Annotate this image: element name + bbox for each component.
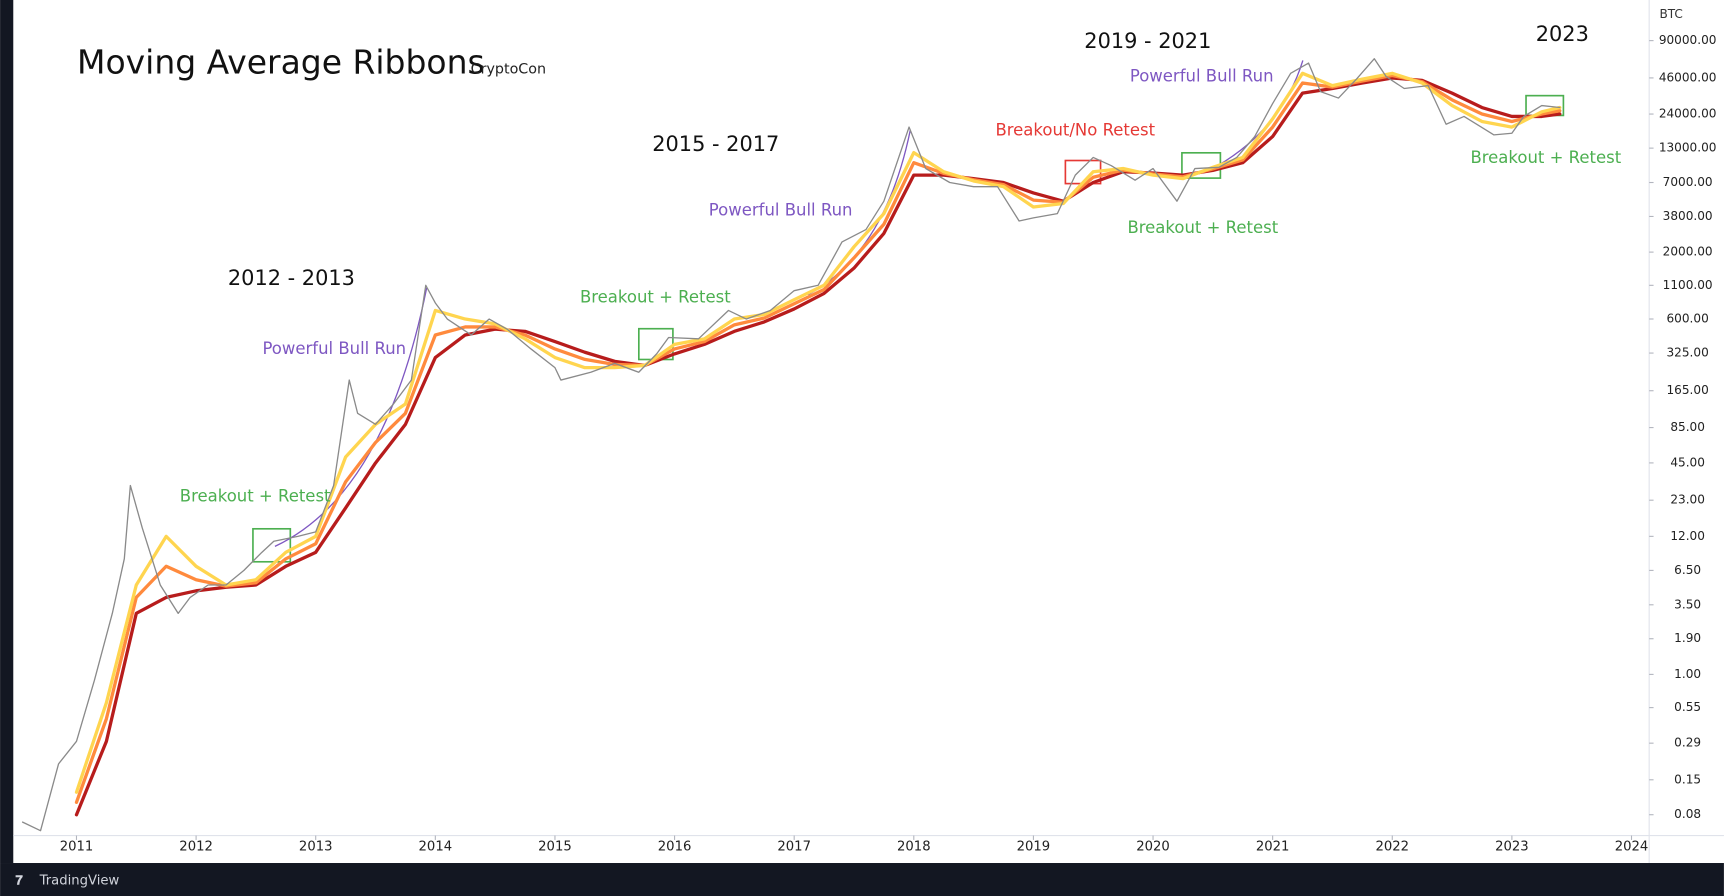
annotation-box bbox=[252, 527, 292, 563]
x-tick-label: 2022 bbox=[1375, 840, 1409, 855]
annotation: Breakout + Retest bbox=[1470, 148, 1621, 167]
y-axis-label: BTC bbox=[1659, 7, 1682, 21]
footer-text: TradingView bbox=[39, 874, 120, 889]
chart-subtitle: CryptoCon bbox=[471, 61, 546, 77]
annotation: 2012 - 2013 bbox=[228, 266, 355, 290]
price-line bbox=[21, 58, 1561, 832]
annotation: 2015 - 2017 bbox=[652, 132, 779, 156]
y-tick-label: 600.00 bbox=[1667, 312, 1709, 326]
y-tick-label: 90000.00 bbox=[1659, 33, 1717, 47]
x-tick-label: 2014 bbox=[419, 840, 453, 855]
x-tick-label: 2023 bbox=[1495, 840, 1529, 855]
y-tick-label: 24000.00 bbox=[1659, 107, 1717, 121]
y-tick-label: 325.00 bbox=[1667, 346, 1709, 360]
ribbon-line bbox=[74, 71, 1562, 794]
x-tick-label: 2015 bbox=[538, 840, 572, 855]
annotation: Breakout + Retest bbox=[580, 287, 731, 306]
y-tick-label: 165.00 bbox=[1667, 383, 1709, 397]
annotation: Breakout/No Retest bbox=[995, 120, 1155, 139]
y-tick-label: 2000.00 bbox=[1663, 245, 1713, 259]
annotation: Powerful Bull Run bbox=[709, 201, 853, 220]
ribbon-line bbox=[74, 73, 1562, 804]
y-tick-label: 3.50 bbox=[1674, 597, 1701, 611]
x-tick-label: 2018 bbox=[897, 840, 931, 855]
x-tick-label: 2021 bbox=[1256, 840, 1290, 855]
y-tick-label: 13000.00 bbox=[1659, 141, 1717, 155]
x-tick-label: 2020 bbox=[1136, 840, 1170, 855]
y-tick-label: 1.00 bbox=[1674, 667, 1701, 681]
y-tick-label: 6.50 bbox=[1674, 563, 1701, 577]
y-tick-label: 7000.00 bbox=[1663, 175, 1713, 189]
y-tick-label: 1.90 bbox=[1674, 631, 1701, 645]
footer-logo: 𝟕 bbox=[15, 874, 23, 889]
footer-bar bbox=[0, 863, 1724, 896]
x-tick-label: 2012 bbox=[179, 840, 213, 855]
annotation-arc bbox=[274, 287, 428, 547]
y-tick-label: 0.55 bbox=[1674, 700, 1701, 714]
y-tick-label: 3800.00 bbox=[1663, 209, 1713, 223]
annotation: Powerful Bull Run bbox=[1130, 66, 1274, 85]
y-tick-label: 0.29 bbox=[1674, 736, 1701, 750]
ribbon-line bbox=[74, 76, 1562, 817]
y-tick-label: 85.00 bbox=[1670, 420, 1705, 434]
x-tick-label: 2017 bbox=[777, 840, 811, 855]
y-tick-label: 0.08 bbox=[1674, 807, 1701, 821]
annotation: 2023 bbox=[1536, 22, 1589, 46]
x-tick-label: 2016 bbox=[658, 840, 692, 855]
y-tick-label: 46000.00 bbox=[1659, 70, 1717, 84]
y-tick-label: 12.00 bbox=[1670, 529, 1705, 543]
annotation: Breakout + Retest bbox=[180, 486, 331, 505]
annotation: Breakout + Retest bbox=[1127, 218, 1278, 237]
x-tick-label: 2011 bbox=[60, 840, 94, 855]
annotation: Powerful Bull Run bbox=[262, 339, 406, 358]
y-tick-label: 45.00 bbox=[1670, 455, 1705, 469]
y-tick-label: 23.00 bbox=[1670, 493, 1705, 507]
y-tick-label: 1100.00 bbox=[1663, 278, 1713, 292]
annotation: 2019 - 2021 bbox=[1084, 29, 1211, 53]
y-tick-label: 0.15 bbox=[1674, 772, 1701, 786]
chart-title: Moving Average Ribbons bbox=[77, 42, 485, 81]
x-tick-label: 2019 bbox=[1017, 840, 1051, 855]
x-tick-label: 2013 bbox=[299, 840, 333, 855]
x-tick-label: 2024 bbox=[1615, 840, 1649, 855]
left-edge bbox=[0, 0, 14, 864]
